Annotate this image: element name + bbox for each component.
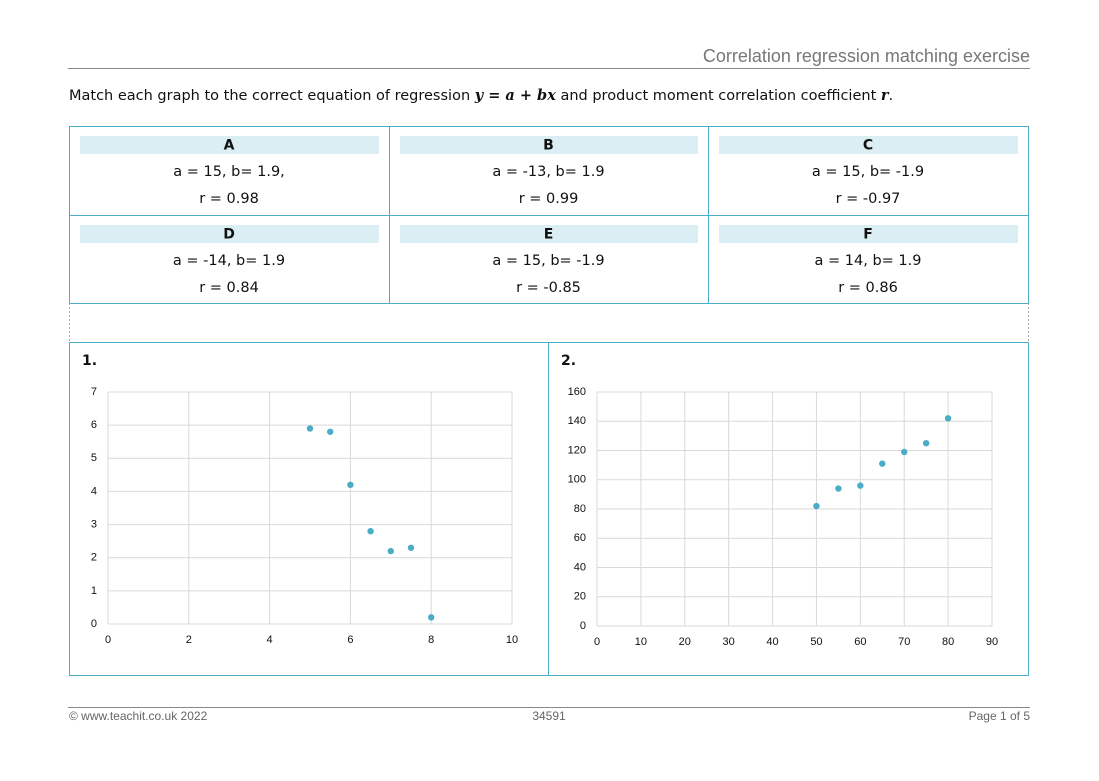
- equation: y = a + bx: [474, 87, 556, 104]
- instruction-text: Match each graph to the correct equation…: [69, 88, 475, 104]
- instruction-text: and product moment correlation coefficie…: [556, 88, 881, 104]
- y-tick-label: 160: [568, 386, 586, 398]
- card-heading-bg: [400, 225, 698, 243]
- x-tick-label: 6: [347, 634, 353, 646]
- x-tick-label: 80: [942, 636, 954, 648]
- card-line: r = 0.98: [199, 191, 259, 207]
- y-tick-label: 5: [91, 452, 97, 464]
- point: [347, 481, 354, 488]
- card-line: a = 14, b= 1.9: [815, 253, 922, 269]
- card-letter: C: [863, 138, 873, 154]
- y-tick-label: 0: [580, 620, 586, 632]
- x-tick-label: 4: [267, 634, 273, 646]
- x-tick-label: 20: [679, 636, 691, 648]
- y-tick-label: 3: [91, 518, 97, 530]
- x-tick-label: 50: [810, 636, 822, 648]
- y-tick-label: 4: [91, 485, 97, 497]
- y-tick-label: 1: [91, 585, 97, 597]
- card-line: a = -13, b= 1.9: [492, 164, 604, 180]
- point: [813, 502, 820, 510]
- x-tick-label: 90: [986, 636, 998, 648]
- y-tick-label: 40: [574, 561, 586, 573]
- x-tick-label: 0: [105, 634, 111, 646]
- instruction-text: .: [889, 88, 894, 104]
- footer-right: Page 1 of 5: [969, 709, 1031, 723]
- point: [327, 428, 334, 435]
- card-letter: B: [543, 138, 554, 154]
- card-heading-bg: [400, 136, 698, 154]
- y-tick-label: 2: [91, 552, 97, 564]
- x-tick-label: 60: [854, 636, 866, 648]
- x-tick-label: 40: [766, 636, 778, 648]
- y-tick-label: 140: [568, 415, 586, 427]
- footer-center: 34591: [532, 709, 566, 723]
- card-line: r = -0.97: [836, 191, 901, 207]
- x-tick-label: 70: [898, 636, 910, 648]
- header-title: Correlation regression matching exercise: [703, 46, 1030, 66]
- x-tick-label: 2: [186, 634, 192, 646]
- card-line: a = 15, b= -1.9: [812, 164, 924, 180]
- point: [857, 482, 864, 489]
- card-line: a = 15, b= 1.9,: [173, 164, 285, 180]
- card-line: r = 0.84: [199, 280, 259, 296]
- point: [944, 415, 952, 422]
- card-line: r = -0.85: [516, 280, 581, 296]
- chart-title: 1.: [82, 353, 97, 369]
- card-heading-bg: [719, 225, 1018, 243]
- x-tick-label: 30: [723, 636, 735, 648]
- chart-title: 2.: [561, 353, 576, 369]
- card-heading-bg: [719, 136, 1018, 154]
- point: [428, 614, 435, 621]
- point: [835, 485, 842, 492]
- y-tick-label: 60: [574, 532, 586, 544]
- y-tick-label: 6: [91, 419, 97, 431]
- footer-left: © www.teachit.co.uk 2022: [69, 709, 208, 723]
- x-tick-label: 10: [635, 636, 647, 648]
- y-tick-label: 20: [574, 591, 586, 603]
- y-tick-label: 120: [568, 444, 586, 456]
- frames: [69, 126, 1029, 676]
- y-tick-label: 7: [91, 386, 97, 398]
- card-line: a = -14, b= 1.9: [173, 253, 285, 269]
- point: [306, 425, 314, 432]
- point: [901, 448, 908, 456]
- point: [367, 528, 374, 535]
- instruction: Match each graph to the correct equation…: [69, 87, 893, 104]
- point: [879, 460, 886, 467]
- card-letter: E: [544, 227, 554, 243]
- card-line: a = 15, b= -1.9: [492, 253, 604, 269]
- symbol: r: [881, 87, 890, 104]
- y-tick-label: 100: [568, 474, 586, 486]
- card-letter: D: [223, 227, 235, 243]
- x-tick-label: 8: [428, 634, 434, 646]
- point: [387, 547, 394, 555]
- card-line: r = 0.86: [838, 280, 898, 296]
- card-heading-bg: [80, 136, 379, 154]
- x-tick-label: 10: [506, 634, 518, 646]
- card-heading-bg: [80, 225, 379, 243]
- y-tick-label: 80: [574, 503, 586, 515]
- y-tick-label: 0: [91, 618, 97, 630]
- card-line: r = 0.99: [519, 191, 579, 207]
- point: [922, 439, 930, 447]
- point: [407, 544, 415, 551]
- x-tick-label: 0: [594, 636, 600, 648]
- card-letter: A: [224, 138, 235, 154]
- card-letter: F: [863, 227, 873, 243]
